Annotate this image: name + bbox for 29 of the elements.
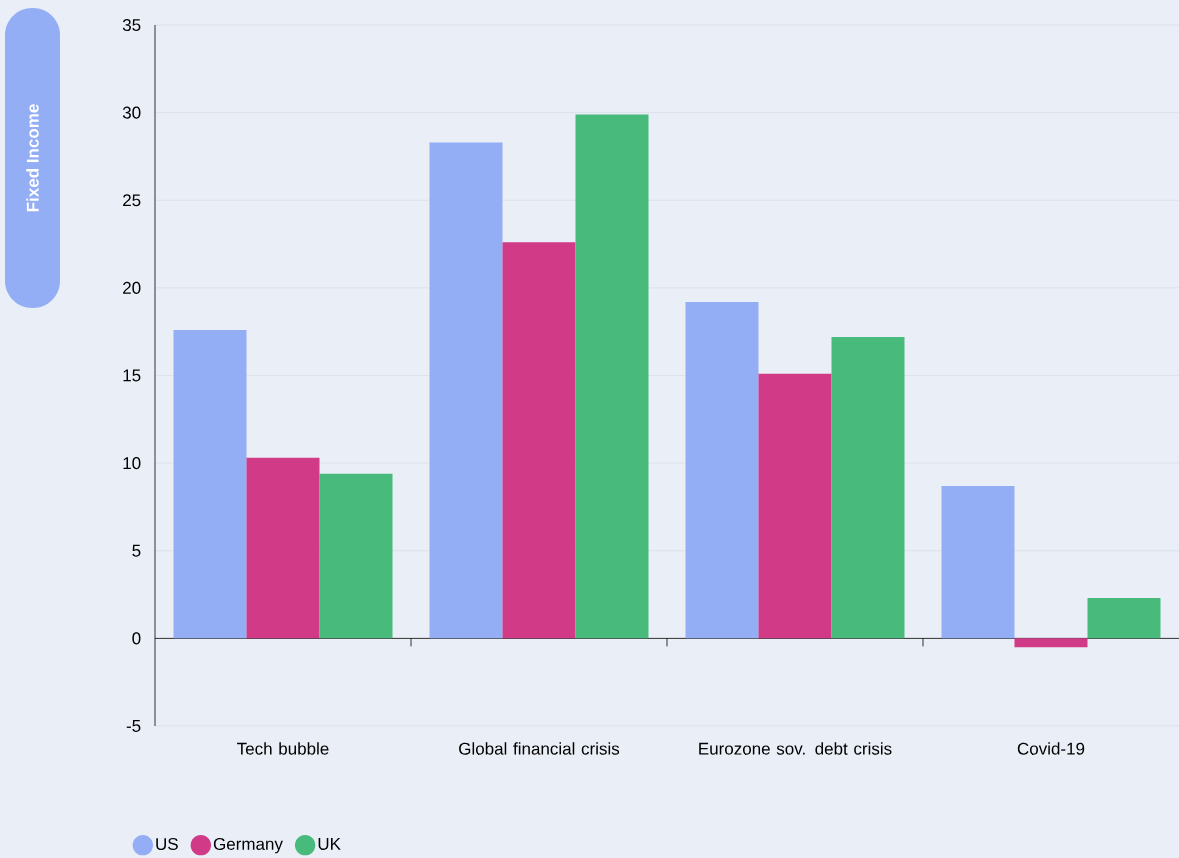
bar — [173, 329, 247, 639]
y-tick-label: 5 — [132, 544, 141, 557]
bar — [758, 373, 832, 639]
legend-label: UK — [318, 838, 341, 850]
y-tick-label: 20 — [123, 281, 141, 294]
bar — [831, 336, 905, 639]
legend-label: US — [156, 837, 178, 850]
x-tick-label: Global financial crisis — [459, 742, 620, 755]
bar — [685, 301, 759, 639]
x-tick-label: Covid-19 — [1017, 742, 1085, 755]
y-tick-label: 15 — [123, 369, 141, 382]
bar — [941, 485, 1015, 639]
x-tick-label: Tech bubble — [237, 742, 329, 755]
bar — [1087, 598, 1161, 639]
legend-label: Germany — [213, 837, 283, 854]
y-tick-label: 10 — [123, 457, 141, 470]
x-tick-label: Eurozone sov. debt crisis — [699, 742, 892, 755]
bar — [1014, 638, 1088, 648]
bar — [246, 457, 320, 639]
y-tick-label: 35 — [122, 18, 141, 32]
y-tick-label: 0 — [132, 632, 141, 645]
bar — [319, 473, 393, 639]
bar — [575, 114, 649, 639]
text: Fixed Income — [26, 104, 39, 212]
y-tick-label: 25 — [123, 194, 141, 207]
y-tick-label: -5 — [126, 720, 141, 732]
bar — [429, 142, 503, 639]
y-tick-label: 30 — [122, 106, 141, 119]
bar — [502, 242, 576, 639]
